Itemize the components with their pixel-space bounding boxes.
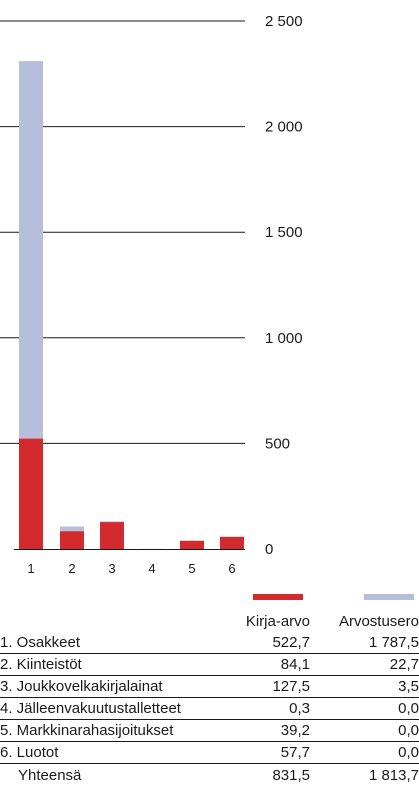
y-tick-label: 1 500 <box>265 224 303 241</box>
table-row: 3. Joukkovelkakirjalainat 127,5 3,5 <box>0 675 419 698</box>
table-total-row: Yhteensä 831,5 1 813,7 <box>0 764 419 789</box>
y-tick-label: 1 000 <box>265 330 303 347</box>
row-arvostusero: 0,0 <box>310 719 419 742</box>
bar-arvostusero <box>60 526 84 532</box>
bar-kirja-arvo <box>100 522 124 549</box>
row-arvostusero: 0,0 <box>310 741 419 764</box>
y-tick-label: 0 <box>265 541 273 558</box>
header-empty <box>0 610 232 632</box>
row-kirja-arvo: 0,3 <box>232 697 310 720</box>
bar-kirja-arvo <box>19 438 43 549</box>
x-tick-label: 5 <box>188 561 195 576</box>
header-arvostusero: Arvostusero <box>338 612 419 630</box>
row-kirja-arvo: 522,7 <box>232 632 310 654</box>
x-tick-label: 1 <box>27 561 34 576</box>
legend-swatch-arvostusero <box>364 594 414 600</box>
table-row: 6. Luotot 57,7 0,0 <box>0 741 419 764</box>
row-label: 4. Jälleenvakuutustalletteet <box>0 697 232 720</box>
table-row: 4. Jälleenvakuutustalletteet 0,3 0,0 <box>0 697 419 720</box>
row-kirja-arvo: 57,7 <box>232 741 310 764</box>
row-arvostusero: 1 787,5 <box>310 632 419 654</box>
total-arvostusero: 1 813,7 <box>368 767 419 784</box>
bar-arvostusero <box>19 61 43 439</box>
row-kirja-arvo: 84,1 <box>232 653 310 676</box>
row-label: 2. Kiinteistöt <box>0 653 232 676</box>
investment-table: Kirja-arvo Arvostusero 1. Osakkeet 522,7… <box>0 610 419 788</box>
row-label: 1. Osakkeet <box>0 632 232 654</box>
bar-kirja-arvo <box>220 536 244 549</box>
bar-kirja-arvo <box>60 531 84 549</box>
x-tick-label: 6 <box>228 561 235 576</box>
row-arvostusero: 22,7 <box>310 653 419 676</box>
y-tick-label: 500 <box>265 435 290 452</box>
x-tick-label: 3 <box>108 561 115 576</box>
row-arvostusero: 0,0 <box>310 697 419 720</box>
bar-arvostusero <box>100 521 124 523</box>
row-label: 6. Luotot <box>0 741 232 764</box>
x-tick-label: 2 <box>68 561 75 576</box>
total-kirja-arvo: 831,5 <box>272 767 310 784</box>
total-label: Yhteensä <box>18 767 82 784</box>
legend-swatch-kirja-arvo <box>253 594 303 600</box>
bar-chart: 0 500 1 000 1 500 2 000 2 500 1 2 3 4 5 6 <box>0 13 303 576</box>
row-kirja-arvo: 127,5 <box>232 675 310 698</box>
row-arvostusero: 3,5 <box>310 675 419 698</box>
bar-kirja-arvo <box>180 540 204 549</box>
table-row: 1. Osakkeet 522,7 1 787,5 <box>0 632 419 654</box>
y-tick-label: 2 500 <box>265 13 303 30</box>
row-label: 5. Markkinarahasijoitukset <box>0 719 232 742</box>
header-kirja-arvo: Kirja-arvo <box>245 612 310 630</box>
table-row: 5. Markkinarahasijoitukset 39,2 0,0 <box>0 719 419 742</box>
row-label: 3. Joukkovelkakirjalainat <box>0 675 232 698</box>
table-header-row: Kirja-arvo Arvostusero <box>0 610 419 632</box>
row-kirja-arvo: 39,2 <box>232 719 310 742</box>
x-tick-label: 4 <box>148 561 155 576</box>
y-tick-label: 2 000 <box>265 119 303 136</box>
table-row: 2. Kiinteistöt 84,1 22,7 <box>0 653 419 676</box>
